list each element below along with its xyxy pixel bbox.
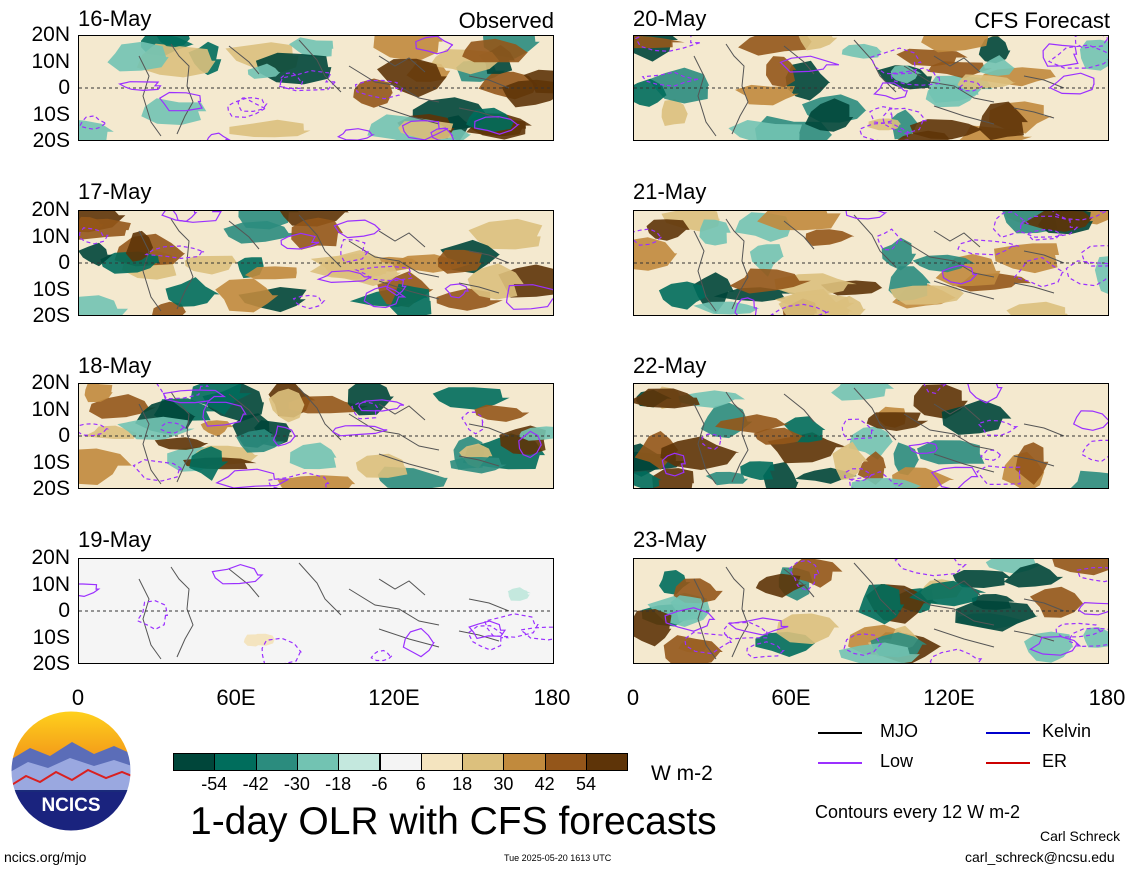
lat-label-row2-4: 20S — [32, 304, 70, 327]
colorbar-cell — [462, 753, 505, 771]
colorbar-tick-label: -6 — [371, 774, 388, 794]
lon-label-60e-right: 60E — [771, 685, 811, 710]
colorbar-tick-label: 18 — [452, 774, 473, 794]
colorbar-cell — [296, 753, 340, 771]
legend-kelvin-line — [986, 732, 1030, 734]
colorbar-cell — [255, 753, 298, 771]
colorbar-tick-label: -30 — [283, 774, 310, 794]
lat-label-row3-0: 20N — [31, 371, 70, 394]
lon-label-0-right: 0 — [626, 685, 640, 710]
lat-label-row4-0: 20N — [31, 546, 70, 569]
footer-url: ncics.org/mjo — [4, 849, 87, 865]
colorbar-tick-label: 30 — [493, 774, 514, 794]
lat-label-row1-2: 0 — [58, 76, 70, 99]
lat-label-row2-0: 20N — [31, 198, 70, 221]
colorbar-cell — [338, 753, 381, 771]
colorbar-tick-label: -18 — [325, 774, 352, 794]
lon-label-120e-left: 120E — [368, 685, 420, 710]
lat-label-row1-0: 20N — [31, 23, 70, 46]
legend-mjo-label: MJO — [880, 721, 918, 741]
observed-label: Observed — [458, 8, 554, 33]
legend-kelvin-label: Kelvin — [1042, 721, 1092, 741]
colorbar-cell — [379, 753, 422, 771]
olr-map-7 — [633, 383, 1109, 489]
lon-label-0-left: 0 — [71, 685, 85, 710]
olr-map-2 — [78, 210, 554, 316]
ncics-logo: NCICS — [10, 710, 132, 832]
lat-label-row3-3: 10S — [32, 450, 70, 474]
colorbar-units: W m-2 — [651, 762, 713, 785]
panel-date-8: 23-May — [633, 527, 707, 552]
colorbar-cell — [214, 753, 257, 771]
panel-date-3: 18-May — [78, 353, 152, 378]
colorbar-tick-label: -42 — [242, 774, 269, 794]
colorbar-cell — [503, 753, 546, 771]
cfs-forecast-label: CFS Forecast — [974, 8, 1110, 33]
colorbar-cell — [420, 753, 464, 771]
lon-label-60e-left: 60E — [216, 685, 256, 710]
figure-title: 1-day OLR with CFS forecasts — [190, 800, 717, 843]
lat-label-row4-4: 20S — [32, 652, 70, 675]
lat-label-row3-1: 10N — [31, 397, 70, 421]
colorbar-cell — [544, 753, 587, 771]
legend-low-label: Low — [880, 751, 914, 771]
lat-label-row4-3: 10S — [32, 625, 70, 649]
lat-label-row3-4: 20S — [32, 477, 70, 500]
lat-label-row1-3: 10S — [32, 102, 70, 126]
panel-date-1: 16-May — [78, 6, 152, 31]
colorbar-tick-label: -54 — [201, 774, 228, 794]
colorbar-cell — [586, 753, 629, 771]
footer-email: carl_schreck@ncsu.edu — [965, 849, 1115, 865]
lon-label-180-left: 180 — [533, 685, 571, 710]
olr-map-3 — [78, 383, 554, 489]
olr-map-6 — [633, 210, 1109, 316]
panel-date-4: 19-May — [78, 527, 152, 552]
contour-note: Contours every 12 W m-2 — [815, 802, 1021, 822]
olr-map-8 — [633, 558, 1109, 664]
olr-map-4 — [78, 558, 554, 664]
colorbar-tick-label: 6 — [415, 774, 426, 794]
lat-label-row2-3: 10S — [32, 277, 70, 301]
legend-er-label: ER — [1042, 751, 1068, 771]
colorbar-tick-label: 54 — [575, 774, 597, 794]
footer-timestamp: Tue 2025-05-20 1613 UTC — [504, 853, 612, 863]
lat-label-row2-2: 0 — [58, 251, 70, 274]
logo-text: NCICS — [41, 795, 100, 816]
lon-label-120e-right: 120E — [923, 685, 975, 710]
legend-low-line — [818, 762, 862, 764]
footer-author: Carl Schreck — [1040, 828, 1121, 844]
legend-mjo-line — [818, 732, 862, 734]
colorbar-cell — [173, 753, 216, 771]
lat-label-row4-1: 10N — [31, 572, 70, 596]
panel-date-5: 20-May — [633, 6, 707, 31]
panel-date-2: 17-May — [78, 179, 152, 204]
lat-label-row2-1: 10N — [31, 224, 70, 248]
panel-date-6: 21-May — [633, 179, 707, 204]
lat-label-row1-4: 20S — [32, 129, 70, 152]
lon-label-180-right: 180 — [1088, 685, 1126, 710]
olr-map-5 — [633, 35, 1109, 141]
lat-label-row1-1: 10N — [31, 49, 70, 73]
olr-map-1 — [78, 35, 554, 141]
panel-date-7: 22-May — [633, 353, 707, 378]
colorbar-tick-label: 42 — [534, 774, 555, 794]
legend-er-line — [986, 762, 1030, 764]
lat-label-row3-2: 0 — [58, 424, 70, 447]
lat-label-row4-2: 0 — [58, 599, 70, 622]
